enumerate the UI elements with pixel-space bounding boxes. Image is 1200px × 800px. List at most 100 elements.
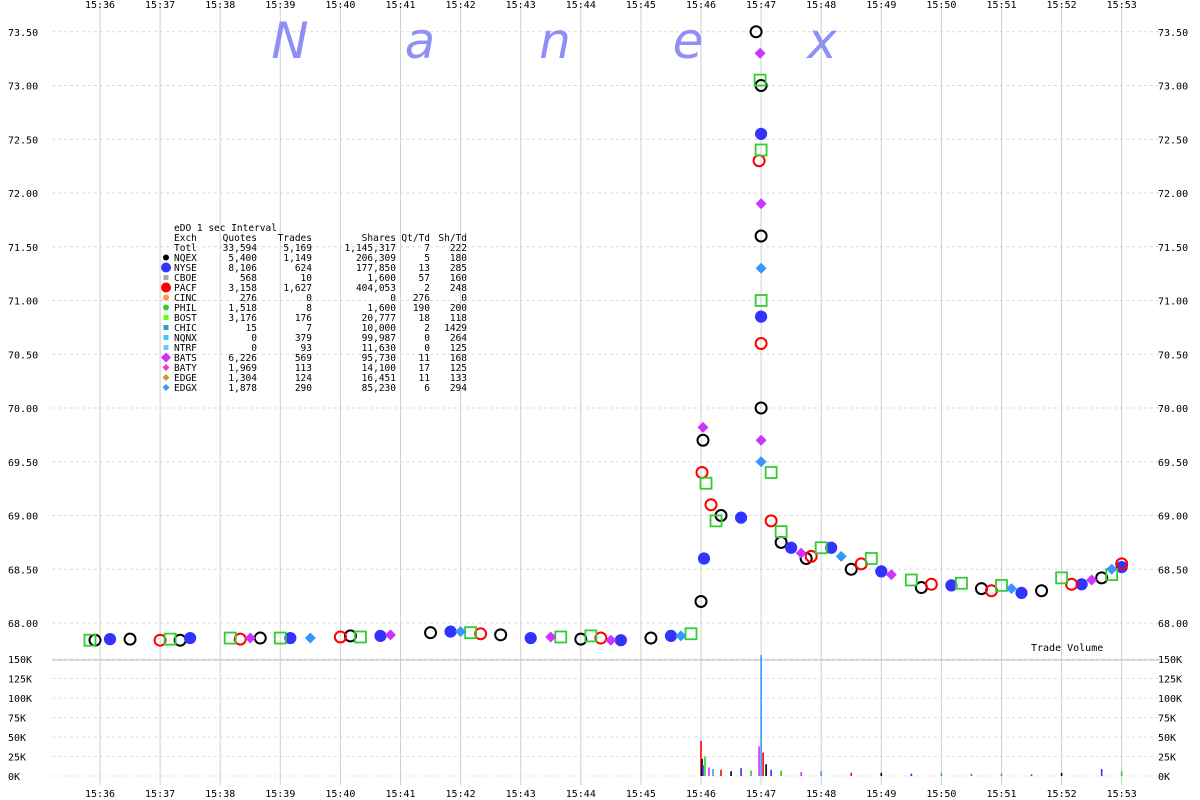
legend-cell-shtd: 168 xyxy=(450,353,467,364)
price-point xyxy=(284,631,297,645)
x-tick-top: 15:53 xyxy=(1107,0,1137,11)
y-tick-right: 70.00 xyxy=(1158,404,1188,415)
legend-cell-shares: 95,730 xyxy=(362,353,397,364)
volume-bar xyxy=(1100,768,1103,776)
watermark-letter: N xyxy=(271,12,308,70)
legend-cell-shares: 177,850 xyxy=(356,263,396,274)
x-tick-top: 15:43 xyxy=(506,0,536,11)
price-point xyxy=(574,632,588,646)
price-point xyxy=(945,579,958,592)
legend-header: Sh/Td xyxy=(438,233,467,244)
legend-marker xyxy=(163,294,169,301)
legend-cell-shares: 85,230 xyxy=(362,383,397,394)
price-point xyxy=(754,47,766,59)
legend-cell-shares: 14,100 xyxy=(362,363,397,374)
volume-bar xyxy=(765,764,767,776)
legend-marker xyxy=(161,262,171,273)
x-axis-top: 15:36 15:37 15:38 15:39 15:40 15:41 15:42 15:43… xyxy=(85,0,1137,11)
legend-cell-trades: 1,149 xyxy=(283,253,312,264)
legend-cell-qttd: 2 xyxy=(424,323,430,334)
y-tick-left: 72.50 xyxy=(8,135,38,146)
x-tick-bottom: 15:36 xyxy=(85,789,115,800)
x-tick-bottom: 15:41 xyxy=(385,789,415,800)
legend-cell-trades: 0 xyxy=(306,293,312,304)
price-point xyxy=(675,630,687,642)
legend-cell-trades: 10 xyxy=(301,273,313,284)
volume-bar xyxy=(704,756,706,776)
legend-marker xyxy=(162,384,170,391)
x-tick-top: 15:46 xyxy=(686,0,716,11)
price-point xyxy=(755,198,767,210)
x-tick-bottom: 15:45 xyxy=(626,789,656,800)
price-point xyxy=(697,552,711,565)
price-point xyxy=(734,511,748,524)
price-point xyxy=(123,632,137,646)
legend-cell-shtd: 160 xyxy=(450,273,467,284)
legend-cell-shares: 1,145,317 xyxy=(345,243,396,254)
price-point xyxy=(1115,557,1129,571)
x-tick-bottom: 15:44 xyxy=(566,789,596,800)
volume-bar xyxy=(940,772,943,776)
price-point xyxy=(875,565,888,578)
legend-cell-shares: 99,987 xyxy=(362,333,396,344)
legend-cell-quotes: 0 xyxy=(251,333,257,344)
legend-cell-exch: BOST xyxy=(174,313,197,324)
watermark-letter: n xyxy=(539,12,571,70)
vol-tick-right: 75K xyxy=(1158,714,1176,725)
legend-cell-shtd: 248 xyxy=(450,283,467,294)
x-tick-bottom: 15:42 xyxy=(446,789,476,800)
price-point xyxy=(699,476,713,490)
legend-cell-exch: NQEX xyxy=(174,253,197,264)
volume-bar xyxy=(750,770,752,776)
legend-marker xyxy=(163,345,169,350)
volume-bars xyxy=(700,655,1123,776)
price-point xyxy=(354,630,367,644)
vol-tick-left: 50K xyxy=(8,733,26,744)
legend-cell-quotes: 1,518 xyxy=(228,303,257,314)
legend-cell-qttd: 0 xyxy=(424,343,430,354)
price-point xyxy=(1006,583,1018,595)
y-tick-right: 73.50 xyxy=(1158,28,1188,39)
x-tick-top: 15:47 xyxy=(746,0,776,11)
price-point xyxy=(804,549,818,563)
legend-cell-shares: 1,600 xyxy=(367,303,396,314)
legend-cell-trades: 124 xyxy=(295,373,312,384)
volume-axis-right: 0K 25K 50K 75K 100K 125K 150K xyxy=(1158,655,1182,783)
price-point xyxy=(184,631,197,645)
volume-bar xyxy=(970,773,973,776)
legend-cell-trades: 569 xyxy=(295,353,312,364)
price-point xyxy=(755,434,767,446)
legend-cell-quotes: 8,106 xyxy=(228,263,257,274)
legend-cell-quotes: 15 xyxy=(246,323,257,334)
price-point xyxy=(304,632,316,644)
legend-cell-exch: NYSE xyxy=(174,263,197,274)
legend-marker xyxy=(163,304,169,311)
legend-cell-shtd: 118 xyxy=(450,313,467,324)
legend-cell-trades: 624 xyxy=(295,263,312,274)
legend-marker xyxy=(162,364,170,371)
legend-cell-trades: 7 xyxy=(306,323,312,334)
x-tick-top: 15:50 xyxy=(926,0,956,11)
legend-cell-qttd: 276 xyxy=(413,293,430,304)
price-point xyxy=(444,625,457,638)
price-point xyxy=(696,433,710,447)
legend-cell-qttd: 7 xyxy=(424,243,430,254)
price-point xyxy=(163,632,177,646)
legend-header: Quotes xyxy=(223,233,257,244)
legend-cell-quotes: 276 xyxy=(240,293,257,304)
price-point xyxy=(464,626,478,640)
legend-cell-quotes: 1,304 xyxy=(228,373,257,384)
vol-tick-right: 125K xyxy=(1158,675,1182,686)
volume-bar xyxy=(700,740,702,776)
y-tick-left: 71.50 xyxy=(8,243,38,254)
price-point xyxy=(333,630,347,644)
volume-bar xyxy=(1030,774,1033,776)
legend-cell-quotes: 1,969 xyxy=(228,363,257,374)
price-point xyxy=(1106,563,1118,575)
legend-marker xyxy=(163,254,169,261)
legend-marker xyxy=(163,275,169,280)
x-tick-top: 15:36 xyxy=(85,0,115,11)
legend-cell-qttd: 17 xyxy=(419,363,430,374)
legend-cell-trades: 5,169 xyxy=(283,243,312,254)
